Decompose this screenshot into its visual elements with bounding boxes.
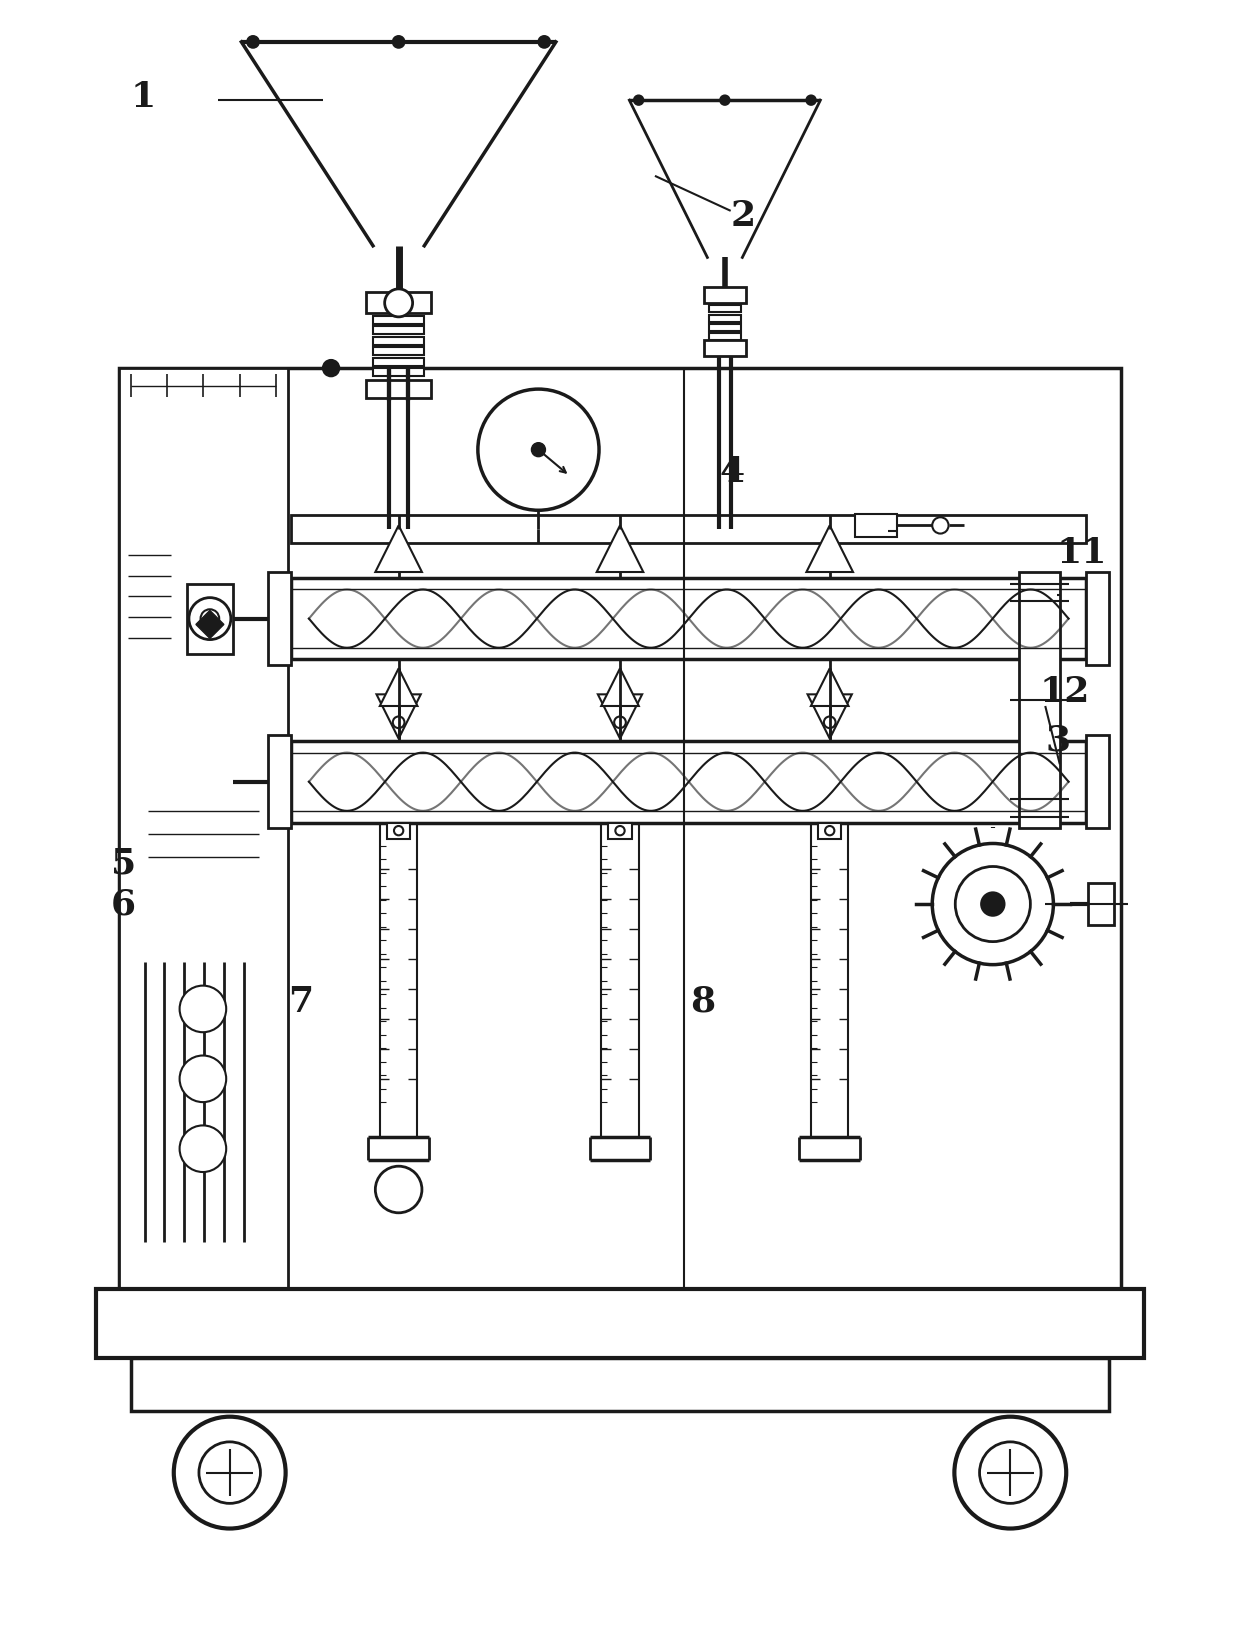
Bar xyxy=(291,515,1086,543)
Bar xyxy=(818,822,842,839)
Text: 8: 8 xyxy=(689,985,715,1018)
Polygon shape xyxy=(601,668,639,706)
Circle shape xyxy=(932,844,1054,964)
Polygon shape xyxy=(376,525,422,572)
Bar xyxy=(1086,572,1110,665)
Bar xyxy=(856,513,898,536)
Circle shape xyxy=(538,36,551,48)
Text: 11: 11 xyxy=(1056,536,1107,571)
Bar xyxy=(373,326,424,334)
Circle shape xyxy=(932,517,949,533)
Polygon shape xyxy=(598,694,642,739)
Bar xyxy=(704,286,745,303)
Bar xyxy=(373,337,424,345)
Polygon shape xyxy=(377,694,420,739)
Circle shape xyxy=(322,360,340,377)
Circle shape xyxy=(174,1416,285,1528)
Circle shape xyxy=(532,443,546,457)
Text: 3: 3 xyxy=(1045,724,1070,758)
Bar xyxy=(119,368,288,1288)
Polygon shape xyxy=(807,694,852,739)
Polygon shape xyxy=(196,610,224,638)
Bar xyxy=(291,577,1086,660)
Circle shape xyxy=(393,36,404,48)
Circle shape xyxy=(393,717,404,729)
Bar xyxy=(119,368,1121,1288)
Circle shape xyxy=(955,867,1030,941)
Circle shape xyxy=(823,717,836,729)
Bar xyxy=(708,334,742,341)
Bar xyxy=(1089,883,1114,924)
Bar xyxy=(291,740,1086,822)
Circle shape xyxy=(720,95,729,105)
Bar xyxy=(186,584,233,653)
Text: 7: 7 xyxy=(288,985,312,1018)
Polygon shape xyxy=(811,668,848,706)
Circle shape xyxy=(980,1443,1042,1504)
Bar xyxy=(708,324,742,331)
Circle shape xyxy=(188,597,231,640)
Bar xyxy=(130,1359,1110,1411)
Circle shape xyxy=(477,390,599,510)
Circle shape xyxy=(806,95,816,105)
Bar xyxy=(366,380,432,398)
Bar xyxy=(609,822,631,839)
Bar xyxy=(366,293,432,313)
Bar xyxy=(95,1288,1145,1359)
Bar xyxy=(373,316,424,324)
Bar xyxy=(1019,572,1060,829)
Polygon shape xyxy=(596,525,644,572)
Circle shape xyxy=(614,717,626,729)
Polygon shape xyxy=(379,668,418,706)
Text: 5: 5 xyxy=(110,846,136,880)
Circle shape xyxy=(981,892,1004,916)
Bar xyxy=(373,357,424,365)
Bar xyxy=(268,735,291,829)
Circle shape xyxy=(384,290,413,317)
Circle shape xyxy=(955,1416,1066,1528)
Bar xyxy=(373,368,424,377)
Circle shape xyxy=(247,36,259,48)
Bar xyxy=(708,306,742,313)
Circle shape xyxy=(180,1056,226,1102)
Circle shape xyxy=(825,826,835,836)
Circle shape xyxy=(376,1166,422,1212)
Text: 2: 2 xyxy=(730,199,756,232)
Polygon shape xyxy=(806,525,853,572)
Bar xyxy=(704,341,745,357)
Text: 6: 6 xyxy=(110,887,136,921)
Circle shape xyxy=(180,985,226,1031)
Text: 12: 12 xyxy=(1039,674,1090,709)
Bar xyxy=(1086,735,1110,829)
Text: 1: 1 xyxy=(130,79,156,114)
Bar xyxy=(268,572,291,665)
Circle shape xyxy=(394,826,403,836)
Bar xyxy=(387,822,410,839)
Circle shape xyxy=(198,1443,260,1504)
Bar xyxy=(708,314,742,321)
Bar xyxy=(373,347,424,355)
Circle shape xyxy=(615,826,625,836)
Text: 4: 4 xyxy=(719,454,744,489)
Circle shape xyxy=(634,95,644,105)
Circle shape xyxy=(201,609,219,628)
Circle shape xyxy=(180,1125,226,1171)
